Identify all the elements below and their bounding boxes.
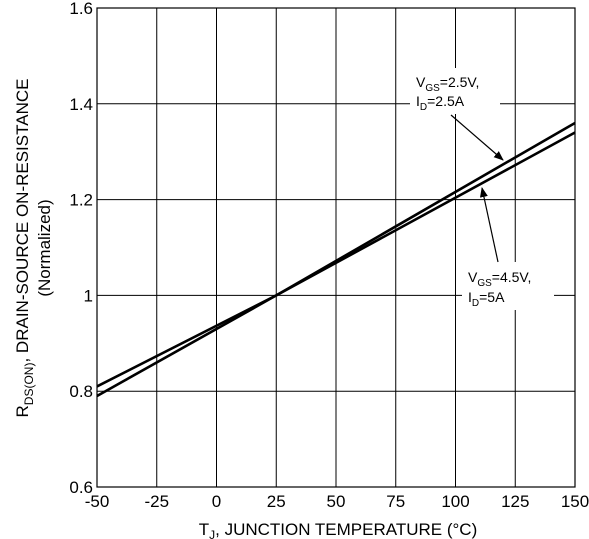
x-axis-label: TJ, JUNCTION TEMPERATURE (°C) [199,520,478,539]
x-tick-label: -25 [144,492,169,511]
x-tick-label: 150 [561,492,589,511]
annotation-1-bg [410,68,500,114]
annotation-2-i: I [468,289,472,305]
annotation-1-v: V [416,74,426,90]
annotation-1-vrest: =2.5V, [440,74,480,90]
x-tick-label: 125 [501,492,529,511]
annotation-2-arrow [479,187,499,263]
annotation-1-i: I [416,93,420,109]
svg-text:ID=5A: ID=5A [468,289,505,309]
x-tick-label: -50 [85,492,110,511]
x-tick-label: 75 [386,492,405,511]
y-tick-label: 1.2 [69,191,93,210]
y-tick-label: 1 [84,286,93,305]
annotation-2-vsub: GS [477,278,492,289]
annotation-2-isub: D [472,298,479,309]
annotation-2-v: V [468,269,478,285]
annotation-1-arrow [450,114,504,161]
annotation-1-vsub: GS [425,83,440,94]
x-tick-label: 50 [327,492,346,511]
grid [96,7,576,488]
y-tick-label: 1.6 [69,0,93,18]
annotation-vgs-2-5: VGS=2.5V, ID=2.5A [410,68,500,114]
svg-text:VGS=4.5V,: VGS=4.5V, [468,269,531,289]
annotation-vgs-4-5: VGS=4.5V, ID=5A [462,262,554,310]
series-layer [96,121,576,398]
annotation-1-isub: D [420,102,427,113]
tick-labels: -50 -25 0 25 50 75 100 125 150 0.6 0.8 1 1.2 1.4 1.6 [69,0,589,511]
y-axis-label-line2: (Normalized) [35,199,54,296]
y-tick-label: 0.8 [69,382,93,401]
y-tick-label: 0.6 [69,478,93,497]
annotation-2-vrest: =4.5V, [492,269,532,285]
y-axis-label-sub: DS(ON) [22,363,36,406]
y-axis-label-prefix: R [13,405,32,417]
y-tick-label: 1.4 [69,95,93,114]
svg-text:ID=2.5A: ID=2.5A [416,93,465,113]
svg-text:VGS=2.5V,: VGS=2.5V, [416,74,479,94]
x-axis-label-text: , JUNCTION TEMPERATURE (°C) [215,520,477,539]
x-axis-label-prefix: T [199,520,209,539]
series-line-2 [96,131,576,398]
annotation-2-bg [462,262,554,310]
y-axis-label-text: , DRAIN-SOURCE ON-RESISTANCE [13,79,32,363]
svg-text:RDS(ON), DRAIN-SOURCE ON-RESIS: RDS(ON), DRAIN-SOURCE ON-RESISTANCE [13,79,36,418]
y-axis-label: RDS(ON), DRAIN-SOURCE ON-RESISTANCE (Nor… [13,79,54,418]
x-axis-label-sub: J [209,528,215,539]
annotation-2-irest: =5A [479,289,505,305]
annotation-1-irest: =2.5A [427,93,465,109]
x-tick-label: 25 [267,492,286,511]
x-tick-label: 100 [441,492,469,511]
x-tick-label: 0 [212,492,221,511]
